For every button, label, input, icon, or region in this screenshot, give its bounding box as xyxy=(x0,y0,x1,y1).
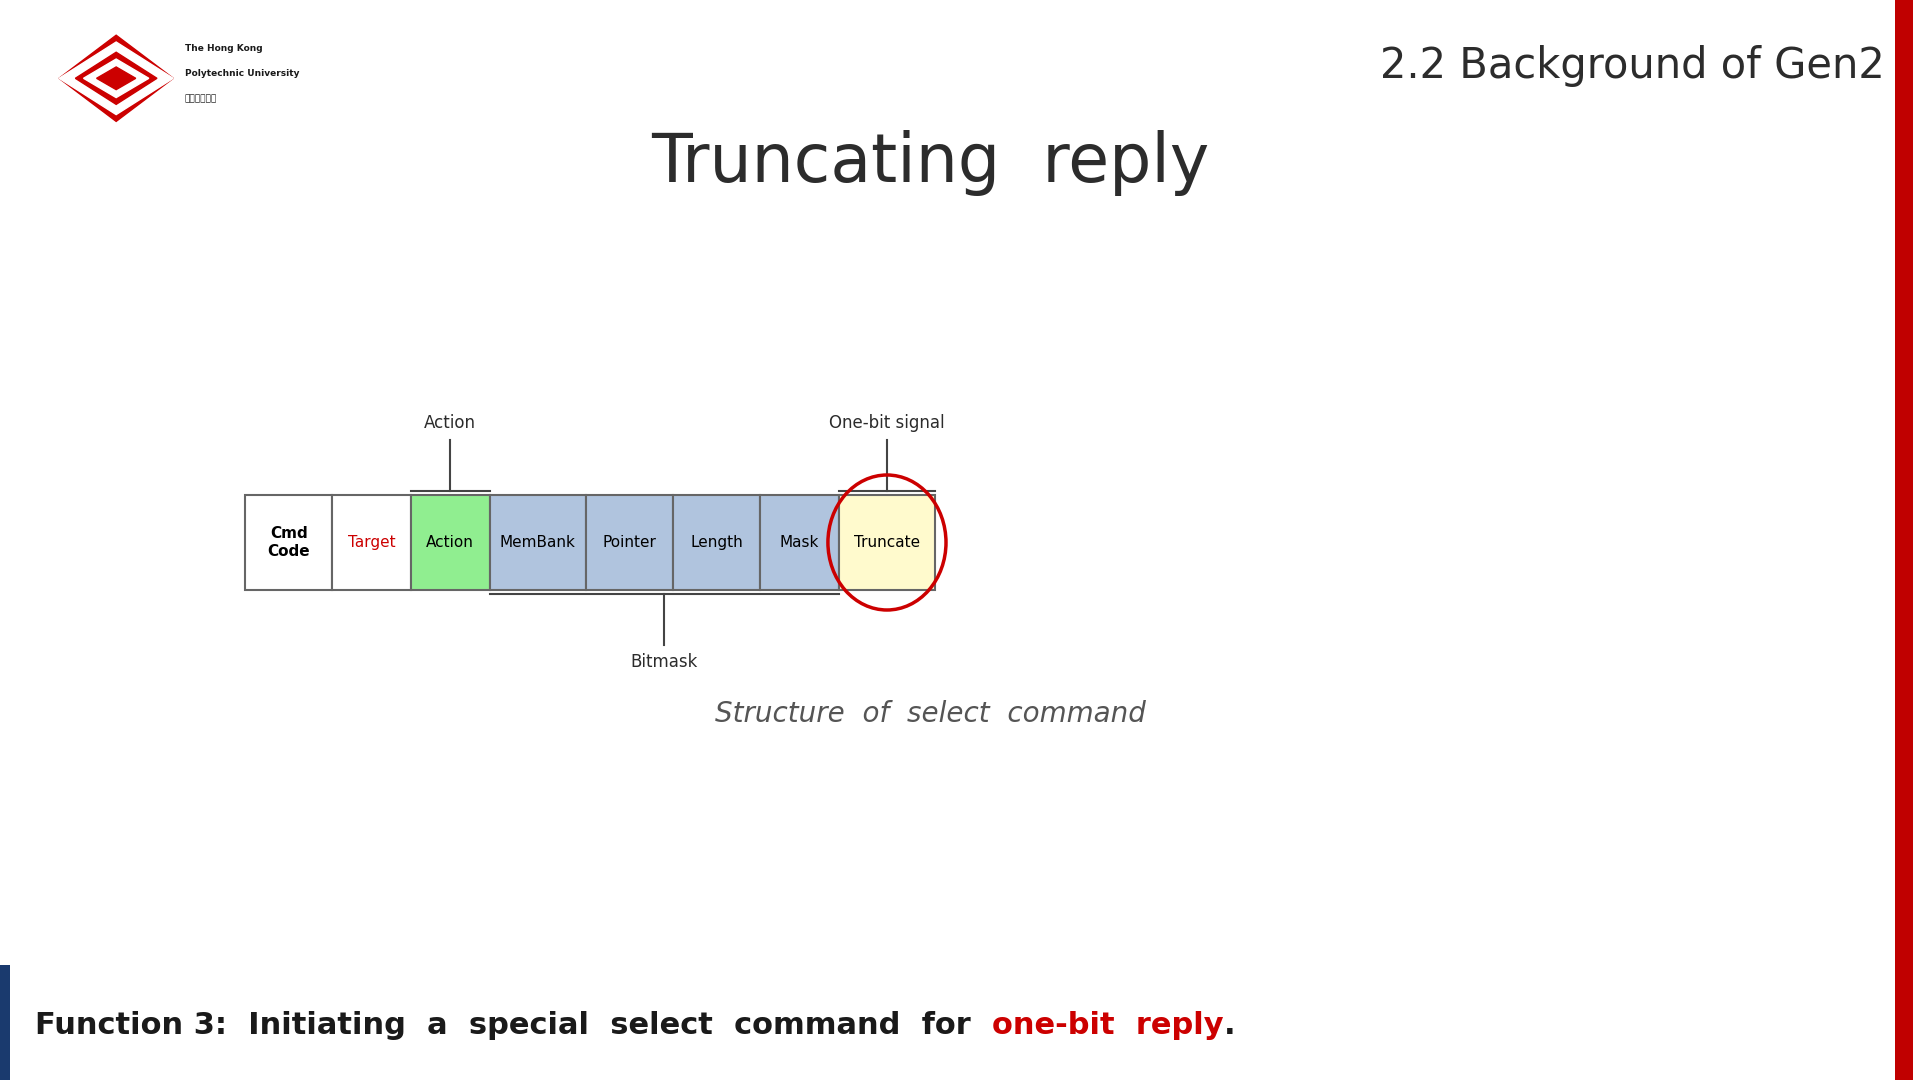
Text: one-bit  reply: one-bit reply xyxy=(993,1011,1223,1039)
Bar xyxy=(1895,0,1912,1080)
Text: Action: Action xyxy=(424,414,476,432)
Text: Length: Length xyxy=(691,535,743,550)
Text: Truncate: Truncate xyxy=(854,535,920,550)
Bar xyxy=(246,495,332,590)
Text: Function 3:  Initiating  a  special  select  command  for: Function 3: Initiating a special select … xyxy=(35,1011,993,1039)
Text: Pointer: Pointer xyxy=(603,535,657,550)
Polygon shape xyxy=(96,67,136,90)
Text: Action: Action xyxy=(426,535,474,550)
Text: MemBank: MemBank xyxy=(499,535,576,550)
Polygon shape xyxy=(84,59,150,97)
Bar xyxy=(586,495,674,590)
Text: Structure  of  select  command: Structure of select command xyxy=(714,700,1146,728)
Text: The Hong Kong: The Hong Kong xyxy=(184,44,263,53)
Text: Bitmask: Bitmask xyxy=(630,653,699,671)
Bar xyxy=(760,495,839,590)
Bar xyxy=(332,495,411,590)
Text: Mask: Mask xyxy=(780,535,820,550)
Text: 2.2 Background of Gen2: 2.2 Background of Gen2 xyxy=(1380,45,1885,87)
Text: One-bit signal: One-bit signal xyxy=(829,414,945,432)
Text: Target: Target xyxy=(348,535,396,550)
Bar xyxy=(674,495,760,590)
Text: .: . xyxy=(1223,1011,1235,1039)
Text: Truncating  reply: Truncating reply xyxy=(651,130,1210,195)
Polygon shape xyxy=(75,52,157,105)
Bar xyxy=(490,495,586,590)
Bar xyxy=(839,495,935,590)
Polygon shape xyxy=(60,42,173,114)
Bar xyxy=(411,495,490,590)
Polygon shape xyxy=(60,36,173,121)
Text: Polytechnic University: Polytechnic University xyxy=(184,69,300,78)
Text: 香港理工大學: 香港理工大學 xyxy=(184,94,217,104)
Text: Cmd
Code: Cmd Code xyxy=(267,526,309,558)
Bar xyxy=(0,966,10,1080)
